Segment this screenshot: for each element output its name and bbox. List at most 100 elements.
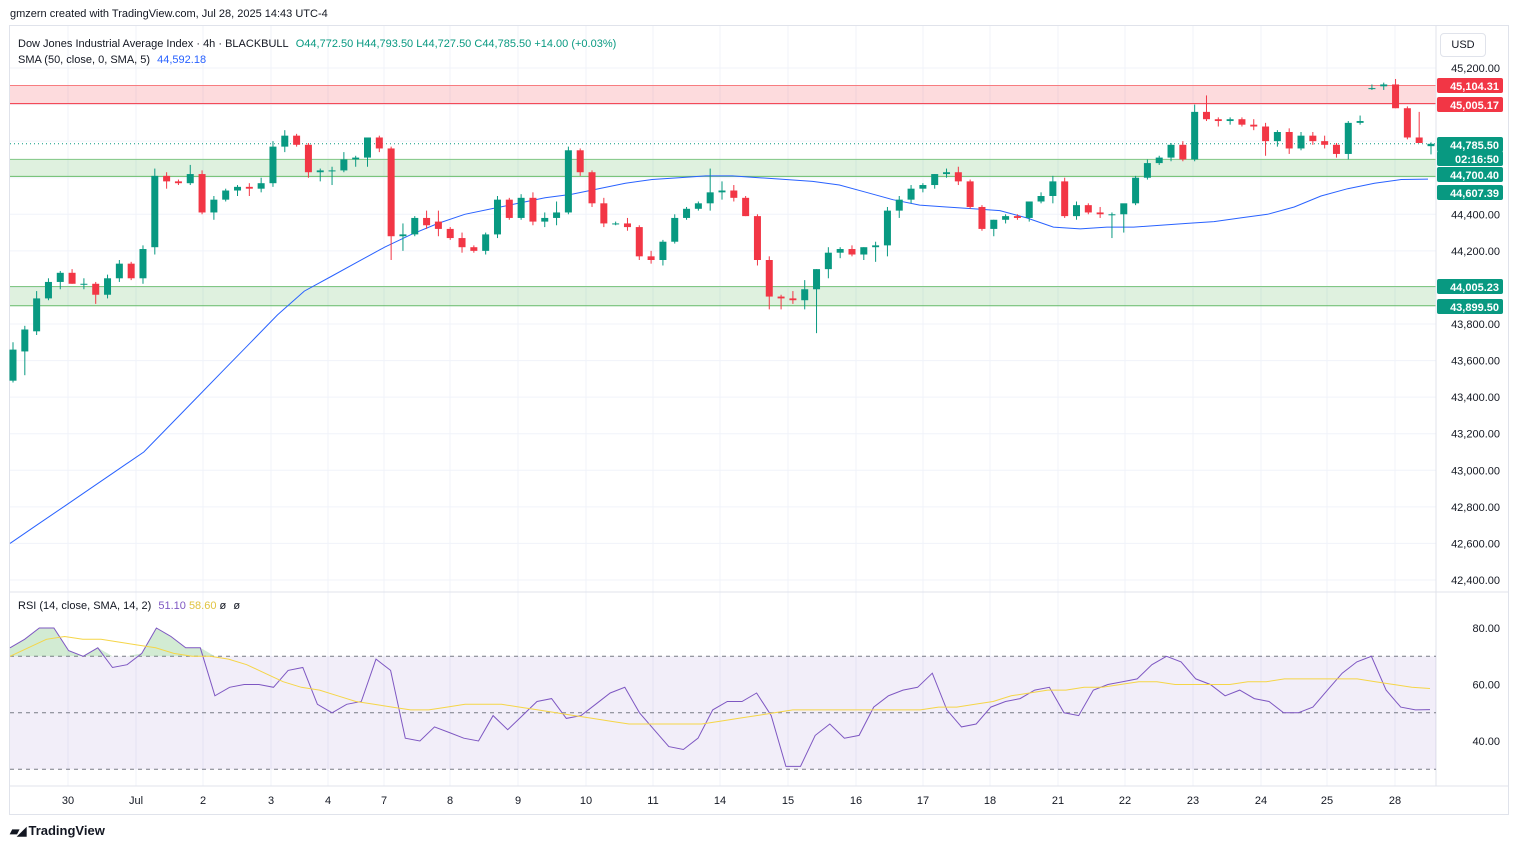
- candle-body: [742, 197, 750, 217]
- candle-body: [801, 289, 809, 301]
- price-badge-label: 44,700.40: [1450, 170, 1499, 182]
- price-tick-label: 44,400.00: [1451, 209, 1500, 221]
- candle-body: [1013, 216, 1021, 218]
- sma-label[interactable]: SMA (50, close, 0, SMA, 5): [18, 54, 151, 66]
- candle-body: [600, 203, 608, 224]
- candle-body: [1073, 205, 1080, 217]
- price-tick-label: 43,000.00: [1451, 465, 1500, 477]
- chart-frame[interactable]: [9, 25, 1509, 815]
- candle-body: [234, 186, 242, 191]
- candle-body: [966, 181, 974, 207]
- price-tick-label: 42,800.00: [1451, 502, 1500, 514]
- candle-body: [505, 199, 513, 218]
- candle-body: [1273, 132, 1281, 142]
- price-badge-label: 43,899.50: [1450, 302, 1499, 314]
- candle-body: [80, 283, 88, 285]
- candle-body: [1415, 137, 1423, 143]
- time-tick-label: Jul: [129, 795, 143, 807]
- time-tick-label: 23: [1187, 795, 1199, 807]
- brand-label: TradingView: [28, 823, 105, 838]
- candle-body: [777, 296, 785, 299]
- candle-body: [978, 206, 986, 229]
- time-tick-label: 16: [850, 795, 862, 807]
- candle-body: [458, 238, 466, 248]
- candle-body: [245, 186, 253, 189]
- candle-body: [623, 223, 631, 228]
- candle-body: [1002, 216, 1010, 220]
- candle-body: [1061, 181, 1069, 217]
- price-tick-label: 43,400.00: [1451, 392, 1500, 404]
- rsi-value: 51.10: [158, 600, 186, 612]
- tradingview-brand[interactable]: ▰◢ TradingView: [10, 823, 105, 838]
- candle-body: [328, 170, 336, 172]
- candle-body: [1226, 119, 1234, 122]
- candle-body: [364, 137, 371, 158]
- support-zone: [10, 286, 1436, 306]
- symbol-title[interactable]: Dow Jones Industrial Average Index · 4h …: [18, 38, 289, 50]
- candle-body: [198, 174, 206, 213]
- candle-body: [576, 150, 584, 173]
- currency-button[interactable]: USD: [1440, 33, 1486, 57]
- candle-body: [919, 185, 927, 189]
- candle-body: [269, 146, 277, 184]
- candle-body: [423, 217, 431, 226]
- candle-body: [553, 212, 561, 218]
- time-tick-label: 4: [325, 795, 331, 807]
- candle-body: [21, 329, 29, 352]
- time-tick-label: 3: [268, 795, 274, 807]
- time-tick-label: 10: [580, 795, 592, 807]
- legend-open: O44,772.50: [295, 38, 354, 50]
- price-badge: [1437, 299, 1503, 314]
- candle-body: [1202, 111, 1210, 120]
- candle-body: [1250, 124, 1258, 127]
- candle-body: [872, 245, 880, 248]
- candle-body: [1297, 135, 1305, 149]
- rsi-ma-line: [9, 635, 1431, 725]
- candle-body: [683, 208, 691, 218]
- rsi-tick-label: 40.00: [1472, 736, 1500, 748]
- candle-body: [635, 227, 643, 257]
- time-tick-label: 14: [714, 795, 726, 807]
- price-badge: [1437, 137, 1503, 152]
- price-badge-label: 02:16:50: [1455, 154, 1499, 166]
- price-tick-label: 43,800.00: [1451, 319, 1500, 331]
- candle-body: [222, 190, 230, 200]
- candle-body: [730, 190, 738, 198]
- price-badge: [1437, 167, 1503, 182]
- rsi-legend: RSI (14, close, SMA, 14, 2) 51.10 58.60 …: [18, 600, 244, 612]
- legend: Dow Jones Industrial Average Index · 4h …: [18, 36, 616, 68]
- price-badge: [1437, 151, 1503, 166]
- price-badge: [1437, 78, 1503, 93]
- candle-body: [92, 283, 100, 295]
- candle-body: [304, 144, 312, 173]
- candle-body: [127, 263, 135, 279]
- time-tick-label: 25: [1321, 795, 1333, 807]
- candle-body: [564, 150, 572, 213]
- candle-body: [1214, 119, 1222, 122]
- candle-body: [694, 203, 702, 209]
- candle-body: [529, 197, 537, 222]
- chart-credit: gmzern created with TradingView.com, Jul…: [10, 8, 328, 20]
- candle-body: [765, 260, 773, 297]
- candle-body: [824, 252, 832, 270]
- candle-body: [588, 172, 596, 204]
- price-tick-label: 44,200.00: [1451, 246, 1500, 258]
- candle-body: [340, 159, 348, 171]
- price-tick-label: 45,200.00: [1451, 63, 1500, 75]
- candle-body: [44, 281, 52, 299]
- candle-body: [1380, 84, 1388, 87]
- candle-body: [1392, 84, 1400, 109]
- candle-body: [56, 272, 64, 282]
- candle-body: [813, 269, 821, 290]
- candle-body: [836, 249, 844, 253]
- candle-body: [1108, 214, 1116, 216]
- rsi-overbought-fill: [10, 628, 1430, 657]
- support-zone: [10, 159, 1436, 177]
- candle-body: [718, 190, 726, 193]
- rsi-label[interactable]: RSI (14, close, SMA, 14, 2): [18, 600, 152, 612]
- candle-body: [470, 247, 478, 251]
- rsi-line: [9, 627, 1431, 767]
- legend-close: C44,785.50: [474, 38, 532, 50]
- candle-body: [1132, 177, 1140, 204]
